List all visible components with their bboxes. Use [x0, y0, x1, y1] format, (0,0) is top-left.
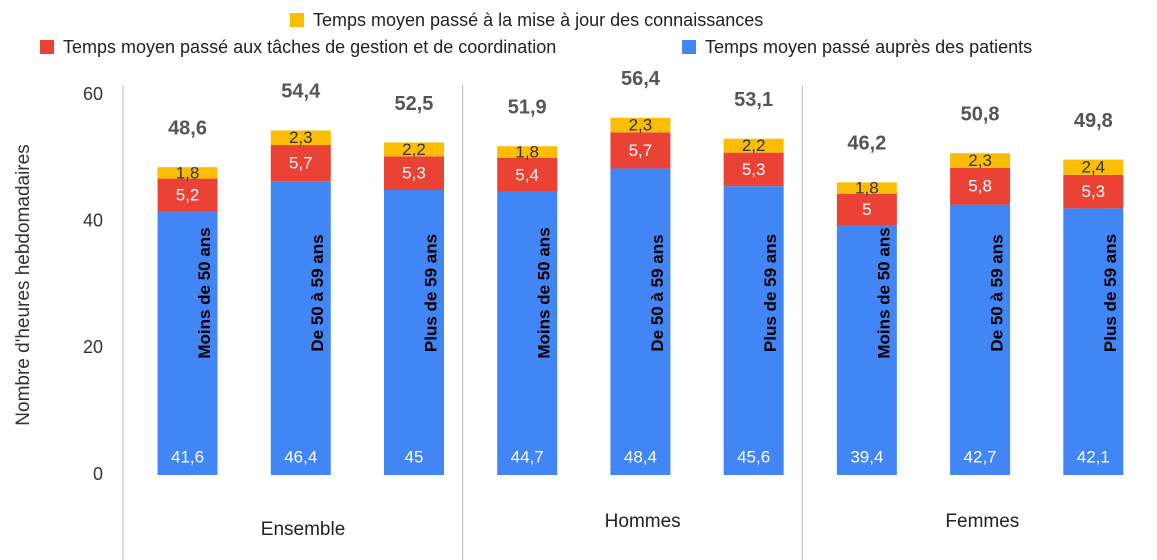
group-label: Femmes — [945, 511, 1019, 532]
y-tick-label: 40 — [83, 210, 103, 230]
category-label: Moins de 50 ans — [195, 227, 214, 358]
value-label: 1,8 — [515, 142, 539, 161]
category-label: Moins de 50 ans — [535, 227, 554, 358]
value-label: 5,2 — [176, 186, 200, 205]
total-label: 52,5 — [395, 93, 434, 115]
total-label: 48,6 — [168, 117, 207, 139]
category-label: De 50 à 59 ans — [648, 234, 667, 351]
value-label: 2,2 — [402, 140, 426, 159]
bar-segment — [1063, 208, 1124, 475]
total-label: 49,8 — [1074, 110, 1113, 132]
legend-swatch — [290, 13, 304, 27]
category-label: Plus de 59 ans — [761, 234, 780, 352]
y-axis-label: Nombre d'heures hebdomadaires — [13, 144, 34, 425]
bar-segment — [383, 142, 444, 157]
value-label: 5,3 — [1081, 182, 1105, 201]
bar-segment — [723, 152, 784, 187]
value-label: 5,3 — [742, 160, 766, 179]
value-label: 2,4 — [1081, 158, 1105, 177]
value-label: 45 — [405, 447, 424, 466]
group-label: Ensemble — [261, 519, 346, 540]
bar-segment — [723, 138, 784, 153]
bar-segment — [157, 167, 218, 179]
bar-segment — [1063, 159, 1124, 175]
value-label: 1,8 — [176, 163, 200, 182]
value-label: 41,6 — [171, 447, 204, 466]
value-label: 44,7 — [511, 447, 544, 466]
legend-label: Temps moyen passé à la mise à jour des c… — [313, 10, 763, 30]
value-label: 46,4 — [284, 447, 317, 466]
legend-swatch — [682, 40, 696, 54]
total-label: 51,9 — [508, 97, 547, 119]
legend-label: Temps moyen passé auprès des patients — [705, 37, 1032, 57]
bar-segment — [610, 117, 671, 133]
y-tick-label: 20 — [83, 337, 103, 357]
total-label: 46,2 — [847, 133, 886, 155]
category-label: De 50 à 59 ans — [988, 234, 1007, 351]
bar-segment — [270, 130, 331, 146]
category-label: Plus de 59 ans — [421, 234, 440, 352]
bar-segment — [950, 167, 1011, 205]
value-label: 48,4 — [624, 447, 657, 466]
value-label: 45,6 — [737, 447, 770, 466]
bar-segment — [836, 193, 897, 226]
total-label: 50,8 — [961, 104, 1000, 126]
value-label: 2,3 — [289, 128, 313, 147]
legend-swatch — [40, 40, 54, 54]
total-label: 54,4 — [281, 81, 321, 103]
total-label: 56,4 — [621, 68, 661, 90]
value-label: 2,2 — [742, 136, 766, 155]
bar-segment — [383, 156, 444, 190]
bar-segment — [157, 211, 218, 476]
category-label: De 50 à 59 ans — [308, 234, 327, 351]
value-label: 1,8 — [855, 179, 879, 198]
value-label: 42,7 — [964, 447, 997, 466]
bar-segment — [270, 181, 331, 475]
bar-segment — [497, 191, 558, 475]
bar-segment — [1063, 174, 1124, 209]
legend-label: Temps moyen passé aux tâches de gestion … — [63, 37, 556, 57]
value-label: 5,3 — [402, 164, 426, 183]
bar-segment — [157, 178, 218, 212]
bar-segment — [270, 145, 331, 182]
value-label: 5,7 — [289, 154, 313, 173]
bar-segment — [497, 146, 558, 158]
category-label: Plus de 59 ans — [1101, 234, 1120, 352]
group-label: Hommes — [605, 511, 681, 532]
bar-segment — [610, 132, 671, 169]
value-label: 39,4 — [850, 447, 883, 466]
bar-segment — [723, 186, 784, 475]
value-label: 2,3 — [629, 116, 653, 135]
bar-segment — [610, 168, 671, 475]
category-label: Moins de 50 ans — [874, 227, 893, 358]
value-label: 5,7 — [629, 141, 653, 160]
bar-segment — [836, 182, 897, 194]
y-tick-label: 60 — [83, 84, 103, 104]
value-label: 5 — [862, 200, 871, 219]
bar-segment — [497, 157, 558, 192]
y-tick-label: 0 — [93, 464, 103, 484]
value-label: 5,8 — [968, 177, 992, 196]
bar-segment — [383, 190, 444, 475]
bar-segment — [950, 204, 1011, 476]
value-label: 42,1 — [1077, 447, 1110, 466]
value-label: 2,3 — [968, 151, 992, 170]
total-label: 53,1 — [734, 89, 773, 111]
bar-segment — [950, 153, 1011, 168]
value-label: 5,4 — [515, 165, 539, 184]
bar-segment — [836, 225, 897, 475]
